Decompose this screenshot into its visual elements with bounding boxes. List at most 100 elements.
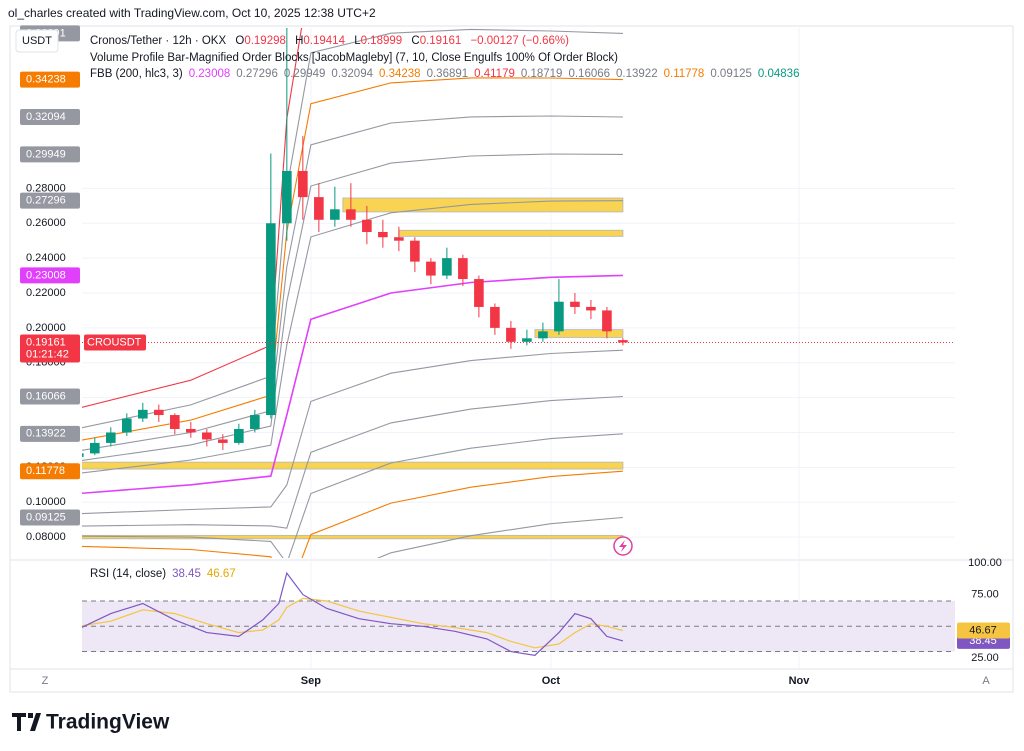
price-tag bbox=[20, 192, 80, 209]
indicator-rsi: RSI (14, close) 38.45 46.67 bbox=[90, 568, 236, 580]
indicator-vp: Volume Profile Bar-Magnified Order Block… bbox=[90, 52, 618, 64]
fbb-band bbox=[82, 28, 303, 408]
price-tag bbox=[20, 425, 80, 442]
fbb-value: 0.11778 bbox=[664, 68, 705, 80]
candle-body bbox=[282, 170, 292, 224]
candle-body bbox=[426, 261, 436, 276]
candle-body bbox=[554, 301, 564, 332]
x-tick-label: Sep bbox=[301, 675, 321, 687]
fbb-value: 0.32094 bbox=[331, 68, 373, 80]
last-price-tag bbox=[20, 334, 80, 363]
price-tag bbox=[20, 267, 80, 284]
fbb-value: 0.34238 bbox=[379, 68, 421, 80]
ohlc-label: L bbox=[354, 35, 361, 47]
rsi-value: 38.45 bbox=[172, 568, 201, 580]
y-tick-label: 0.24000 bbox=[26, 252, 66, 264]
candle-body bbox=[618, 340, 628, 343]
last-price-label: 0.19161 bbox=[26, 336, 66, 348]
fbb-band bbox=[82, 349, 623, 515]
price-pane bbox=[82, 28, 955, 558]
rsi-line bbox=[82, 571, 624, 656]
candle-body bbox=[154, 409, 164, 416]
y-tick-label: 0.28000 bbox=[26, 182, 66, 194]
fbb-value: 0.13922 bbox=[616, 68, 658, 80]
candle-body bbox=[250, 415, 260, 429]
fbb-value: 0.04836 bbox=[758, 68, 800, 80]
candle-body bbox=[138, 409, 148, 419]
price-tag-label: 0.16066 bbox=[26, 390, 66, 402]
price-tag-label: 0.13922 bbox=[26, 428, 66, 440]
price-tag bbox=[20, 509, 80, 526]
author-line: ol_charles created with TradingView.com,… bbox=[8, 6, 376, 20]
symbol-legend: Cronos/Tether · 12h · OKX O0.19298 H0.19… bbox=[90, 35, 569, 47]
fbb-value: 0.18719 bbox=[521, 68, 563, 80]
order-block bbox=[534, 329, 624, 338]
fbb-label: FBB (200, hlc3, 3) bbox=[90, 68, 183, 80]
candle-body bbox=[538, 331, 548, 339]
candle-body bbox=[122, 418, 132, 433]
candle-body bbox=[298, 170, 308, 198]
fbb-band bbox=[82, 115, 623, 451]
symbol: Cronos/Tether · 12h · OKX bbox=[90, 35, 226, 47]
price-tag-label: 0.27296 bbox=[26, 195, 66, 207]
y-tick-label: 100.00 bbox=[968, 557, 1002, 569]
candle-body bbox=[410, 240, 420, 262]
candle-body bbox=[106, 432, 116, 443]
scale-button[interactable]: Z bbox=[42, 675, 49, 687]
x-tick-label: Oct bbox=[542, 675, 561, 687]
order-block bbox=[398, 229, 624, 237]
ohlc-value: 0.18999 bbox=[361, 35, 403, 47]
currency-button[interactable] bbox=[15, 29, 59, 53]
ohlc-value: 0.19298 bbox=[244, 35, 286, 47]
y-tick-label: 25.00 bbox=[971, 652, 999, 664]
y-tick-label: 0.08000 bbox=[26, 531, 66, 543]
candle-body bbox=[82, 453, 84, 457]
candle-body bbox=[330, 209, 340, 220]
fbb-band bbox=[82, 200, 623, 474]
candle-body bbox=[490, 306, 500, 328]
fbb-value: 0.09125 bbox=[710, 68, 752, 80]
y-tick-label: 75.00 bbox=[971, 589, 999, 601]
price-tag-label: 0.32094 bbox=[26, 111, 66, 123]
rsi-label: RSI (14, close) bbox=[90, 568, 166, 580]
candle-body bbox=[570, 301, 580, 307]
ohlc-label: C bbox=[411, 35, 419, 47]
candle-body bbox=[266, 223, 276, 416]
fbb-band bbox=[82, 28, 623, 429]
candle-body bbox=[602, 310, 612, 332]
price-tag-label: 0.29949 bbox=[26, 148, 66, 160]
rsi-ma-value: 46.67 bbox=[207, 568, 236, 580]
price-tag bbox=[20, 388, 80, 405]
fbb-value: 0.36891 bbox=[427, 68, 469, 80]
candle-body bbox=[586, 306, 596, 311]
price-tag bbox=[20, 71, 80, 88]
change: −0.00127 (−0.66%) bbox=[470, 35, 569, 47]
scale-button[interactable]: A bbox=[982, 675, 990, 687]
currency-label[interactable]: USDT bbox=[22, 35, 52, 47]
candle-body bbox=[186, 428, 196, 433]
candle-body bbox=[506, 327, 516, 342]
rsi-tag-label: 46.67 bbox=[969, 624, 997, 636]
price-tag-label: 0.23008 bbox=[26, 269, 66, 281]
candle-body bbox=[234, 428, 244, 443]
x-tick-label: Nov bbox=[789, 675, 811, 687]
alert-bolt bbox=[619, 540, 627, 552]
ohlc-value: 0.19161 bbox=[420, 35, 462, 47]
price-tag-label: 0.34238 bbox=[26, 74, 66, 86]
fbb-band bbox=[82, 433, 623, 558]
axes: 0.080000.100000.120000.140000.160000.180… bbox=[20, 25, 1010, 687]
price-tag-label: 0.11778 bbox=[26, 465, 65, 477]
rsi-line bbox=[82, 597, 624, 649]
price-tag bbox=[20, 463, 80, 480]
candle-body bbox=[170, 415, 180, 429]
candle-body bbox=[346, 209, 356, 220]
fbb-value: 0.23008 bbox=[189, 68, 231, 80]
ticker-tag bbox=[84, 334, 146, 351]
fbb-value: 0.41179 bbox=[474, 68, 515, 80]
ticker-tag-label: CROUSDT bbox=[87, 336, 142, 348]
fbb-value: 0.16066 bbox=[568, 68, 610, 80]
chart-frame bbox=[9, 25, 1014, 693]
ohlc-label: O bbox=[235, 35, 244, 47]
candle-body bbox=[522, 338, 532, 342]
